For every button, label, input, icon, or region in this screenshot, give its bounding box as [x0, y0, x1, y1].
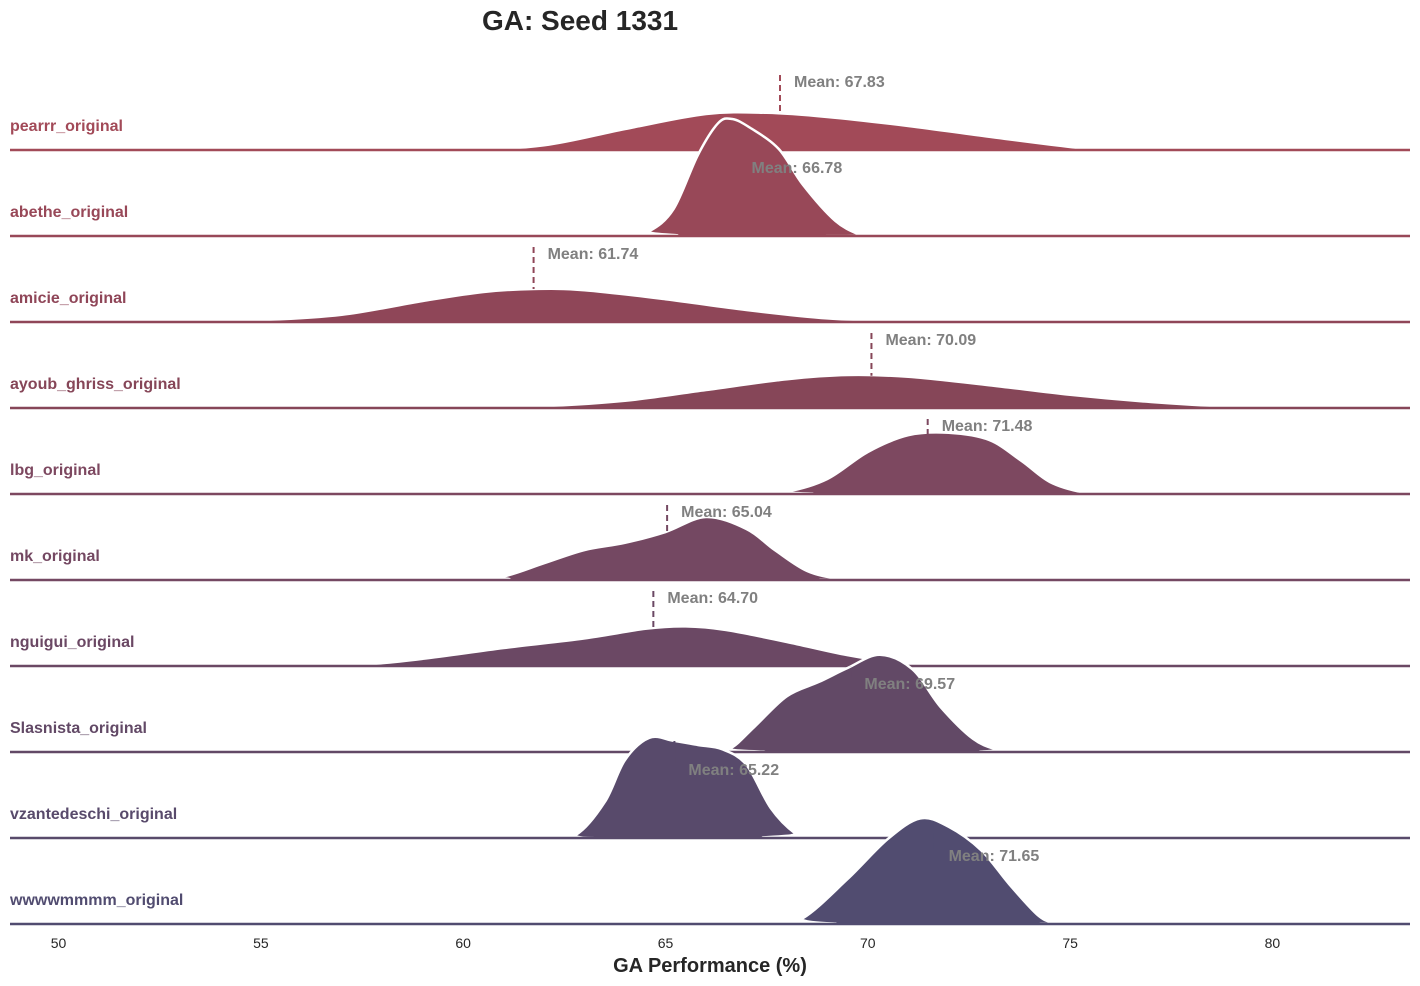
density-area: [10, 432, 1410, 495]
series-label: vzantedeschi_original: [10, 806, 177, 823]
ridge-wwwwmmmm_original: Mean: 71.65 wwwwmmmm_original: [9, 816, 1411, 926]
chart-title: GA: Seed 1331: [482, 5, 678, 36]
ridge-Slasnista_original: Mean: 69.57 Slasnista_original: [9, 653, 1411, 754]
mean-label: Mean: 65.04: [681, 504, 772, 521]
x-tick-label: 75: [1062, 935, 1078, 951]
mean-label: Mean: 69.57: [864, 676, 955, 693]
density-outline: [9, 653, 1411, 754]
series-label: amicie_original: [10, 290, 127, 307]
x-tick-label: 55: [253, 935, 269, 951]
ridge-lbg_original: Mean: 71.48 lbg_original: [9, 418, 1411, 496]
mean-label: Mean: 67.83: [794, 74, 885, 91]
x-axis-title: GA Performance (%): [613, 955, 807, 977]
x-tick-label: 60: [455, 935, 471, 951]
mean-label: Mean: 71.65: [949, 848, 1040, 865]
ridge-abethe_original: Mean: 66.78 abethe_original: [9, 117, 1411, 238]
series-label: mk_original: [10, 548, 100, 565]
mean-label: Mean: 70.09: [885, 332, 976, 349]
x-tick-label: 50: [51, 935, 67, 951]
x-tick-label: 70: [860, 935, 876, 951]
x-axis-ticks: 50 55 60 65 70 75 80: [51, 935, 1281, 951]
density-area: [10, 118, 1410, 237]
series-label: nguigui_original: [10, 634, 134, 651]
ridge-nguigui_original: Mean: 64.70 nguigui_original: [9, 590, 1411, 668]
density-area: [10, 516, 1410, 581]
series-label: pearrr_original: [10, 118, 123, 135]
density-area: [10, 112, 1410, 151]
ridge-amicie_original: Mean: 61.74 amicie_original: [9, 246, 1411, 324]
series-label: lbg_original: [10, 462, 101, 479]
mean-label: Mean: 64.70: [667, 590, 758, 607]
series-label: Slasnista_original: [10, 720, 147, 737]
mean-label: Mean: 61.74: [548, 246, 639, 263]
density-area: [10, 626, 1410, 667]
ridge-mk_original: Mean: 65.04 mk_original: [9, 504, 1411, 582]
density-area: [10, 654, 1410, 753]
mean-label: Mean: 71.48: [942, 418, 1033, 435]
ridges-group: Mean: 67.83 pearrr_original Mean: 66.78 abe…: [9, 74, 1411, 926]
ridge-ayoub_ghriss_original: Mean: 70.09 ayoub_ghriss_original: [9, 332, 1411, 410]
series-label: abethe_original: [10, 204, 128, 221]
series-label: wwwwmmmm_original: [9, 892, 183, 909]
density-outline: [9, 431, 1411, 496]
x-tick-label: 65: [658, 935, 674, 951]
density-area: [10, 374, 1410, 409]
mean-label: Mean: 66.78: [752, 160, 843, 177]
ridge-vzantedeschi_original: Mean: 65.22 vzantedeschi_original: [9, 735, 1411, 840]
x-tick-label: 80: [1265, 935, 1281, 951]
series-label: ayoub_ghriss_original: [10, 376, 181, 393]
density-area: [10, 736, 1410, 839]
mean-label: Mean: 65.22: [688, 762, 779, 779]
